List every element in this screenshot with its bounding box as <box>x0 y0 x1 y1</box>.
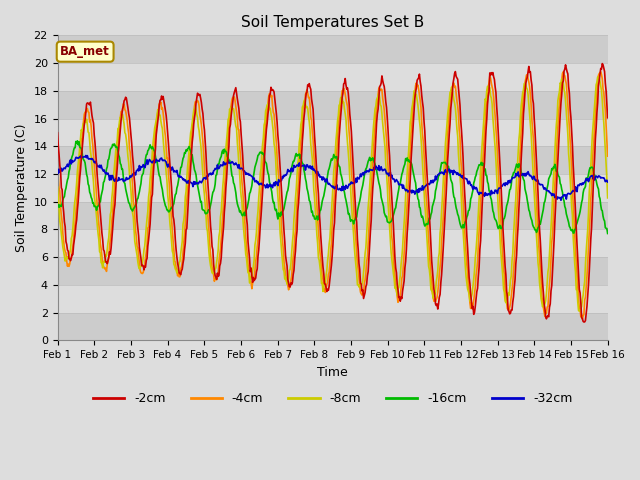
Bar <box>58 146 607 174</box>
Bar <box>58 202 607 229</box>
Bar <box>58 119 607 146</box>
Bar <box>58 257 607 285</box>
Title: Soil Temperatures Set B: Soil Temperatures Set B <box>241 15 424 30</box>
Text: BA_met: BA_met <box>60 45 110 58</box>
Bar <box>58 229 607 257</box>
X-axis label: Time: Time <box>317 366 348 379</box>
Y-axis label: Soil Temperature (C): Soil Temperature (C) <box>15 124 28 252</box>
Bar <box>58 312 607 340</box>
Bar <box>58 36 607 63</box>
Legend: -2cm, -4cm, -8cm, -16cm, -32cm: -2cm, -4cm, -8cm, -16cm, -32cm <box>88 387 577 410</box>
Bar <box>58 91 607 119</box>
Bar <box>58 63 607 91</box>
Bar <box>58 174 607 202</box>
Bar <box>58 285 607 312</box>
